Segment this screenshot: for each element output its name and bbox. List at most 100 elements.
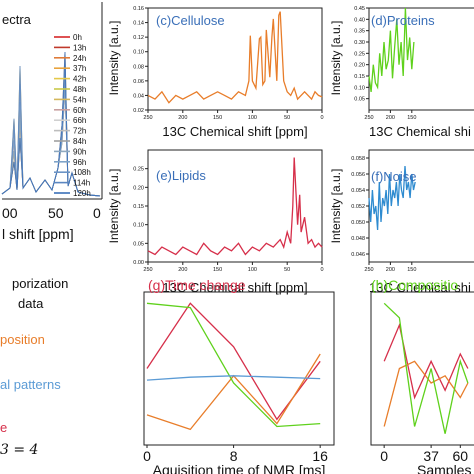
panel-a-legend-label: 108h xyxy=(73,168,91,177)
panel-g-xtick-label: 16 xyxy=(312,448,328,464)
panel-c-ytick-label: 0.04 xyxy=(133,93,144,99)
panel-d-xtick-label: 250 xyxy=(364,115,373,121)
panel-e-xtick-label: 50 xyxy=(284,267,290,273)
panel-g-xtick-label: 8 xyxy=(230,448,238,464)
panel-h-composition: 0 37 60 (h)Compositio Samples xyxy=(370,277,474,474)
panel-c-ytick-label: 0.02 xyxy=(133,108,144,114)
panel-a-xlabel: l shift [ppm] xyxy=(2,226,74,242)
panel-f-ytick-label: 0.050 xyxy=(351,220,365,226)
panel-c-ytick-label: 0.12 xyxy=(133,35,144,41)
panel-e-ytick-label: 0.20 xyxy=(133,185,144,191)
panel-g-series-line xyxy=(146,375,321,381)
panel-e-ytick-label: 0.05 xyxy=(133,241,144,247)
panel-e-xtick-label: 0 xyxy=(320,267,323,273)
panel-e-xlabel: 13C Chemical shift [ppm] xyxy=(162,280,307,295)
panel-e-xtick-label: 100 xyxy=(248,267,257,273)
panel-g-title: (g)Time change xyxy=(148,277,246,293)
panel-d-ytick-label: 0.05 xyxy=(354,97,365,103)
panel-g-frame xyxy=(143,291,335,446)
panel-a-xtick-1: 00 xyxy=(2,205,18,221)
panel-f-ytick-label: 0.052 xyxy=(351,204,365,210)
left-fragment-3: position xyxy=(0,332,45,347)
panel-c-xlabel: 13C Chemical shift [ppm] xyxy=(162,124,307,139)
panel-a-legend-label: 37h xyxy=(73,64,86,73)
panel-f-ytick-label: 0.054 xyxy=(351,188,365,194)
panel-c-xtick-label: 250 xyxy=(143,115,152,121)
panel-a-xtick-2: 50 xyxy=(48,205,64,221)
panel-a-legend-label: 42h xyxy=(73,75,86,84)
panel-g-xlabel: Aquisition time of NMR [ms] xyxy=(153,462,326,474)
left-fragment-2: data xyxy=(18,296,44,311)
panel-a-legend-label: 48h xyxy=(73,85,86,94)
panel-g-xtick-label: 0 xyxy=(143,448,151,464)
panel-a-legend-label: 96h xyxy=(73,158,86,167)
panel-g-series-line xyxy=(146,302,321,421)
panel-f-ytick-label: 0.058 xyxy=(351,156,365,162)
panel-a-legend-label: 120h xyxy=(73,189,91,198)
panel-d-ytick-label: 0.30 xyxy=(354,40,365,46)
panel-a-legend-label: 13h xyxy=(73,43,86,52)
panel-a-legend-label: 60h xyxy=(73,106,86,115)
panel-h-title: (h)Compositio xyxy=(371,277,458,293)
panel-e-xtick-label: 150 xyxy=(213,267,222,273)
panel-d-title: (d)Proteins xyxy=(371,13,435,28)
panel-d-spectrum-line xyxy=(368,7,415,92)
panel-c-ytick-label: 0.06 xyxy=(133,79,144,85)
panel-h-xtick-label: 60 xyxy=(453,448,469,464)
panel-e-ylabel: Intensity [a.u.] xyxy=(107,169,121,244)
panel-a-legend-label: 114h xyxy=(73,179,90,188)
panel-e-ytick-label: 0.25 xyxy=(133,167,144,173)
panel-g-series-line xyxy=(146,353,321,431)
left-fragment-1: porization xyxy=(12,276,68,291)
panel-c-xtick-label: 150 xyxy=(213,115,222,121)
panel-e-ytick-label: 0.15 xyxy=(133,204,144,210)
panel-h-xtick-label: 0 xyxy=(380,448,388,464)
panel-e-ytick-label: 0.00 xyxy=(133,260,144,266)
panel-d-xlabel: 13C Chemical shi xyxy=(369,124,471,139)
panel-d-ytick-label: 0.35 xyxy=(354,29,365,35)
panel-c-xtick-label: 100 xyxy=(248,115,257,121)
panel-h-xlabel: Samples xyxy=(417,462,471,474)
left-text-fragments: porization data position al patterns e 3… xyxy=(0,276,68,458)
panel-c-ytick-label: 0.16 xyxy=(133,6,144,12)
panel-f-title: (f)Noise xyxy=(371,169,417,184)
panel-e-lipids: 0.00 0.05 0.10 0.15 0.20 0.25 250 200 150 100 50 0 (… xyxy=(107,149,324,295)
panel-c-ytick-label: 0.10 xyxy=(133,50,144,56)
panel-a-legend-label: 54h xyxy=(73,95,86,104)
panel-c-xtick-label: 50 xyxy=(284,115,290,121)
panel-g-series-line xyxy=(146,302,321,428)
panel-e-xtick-label: 200 xyxy=(178,267,187,273)
panel-h-frame xyxy=(370,291,474,446)
panel-d-ylabel: Intensity [a.u.] xyxy=(329,21,343,96)
panel-a-legend-label: 0h xyxy=(73,33,82,42)
panel-c-ytick-label: 0.08 xyxy=(133,64,144,70)
panel-f-xtick-label: 250 xyxy=(364,267,373,273)
left-fragment-5: e xyxy=(0,420,7,435)
panel-f-ylabel: Intensity [a.u.] xyxy=(329,169,343,244)
panel-g-time-change: 0 8 16 (g)Time change Aquisition time of NMR… xyxy=(143,277,335,474)
panel-a-legend-label: 84h xyxy=(73,137,86,146)
panel-a-xtick-3: 0 xyxy=(93,205,101,221)
panel-d-xtick-label: 150 xyxy=(407,115,416,121)
panel-f-xtick-label: 200 xyxy=(386,267,395,273)
panel-h-series-line xyxy=(383,302,469,434)
panel-h-series-line xyxy=(383,360,469,427)
panel-c-ytick-label: 0.14 xyxy=(133,21,144,27)
panel-a-legend-label: 24h xyxy=(73,54,86,63)
panel-f-noise: 0.046 0.048 0.050 0.052 0.054 0.056 0.058 250 20… xyxy=(329,149,474,295)
panel-f-spectrum-line xyxy=(368,165,416,231)
panel-a-legend-label: 66h xyxy=(73,116,86,125)
panel-c-xtick-label: 0 xyxy=(320,115,323,121)
panel-e-frame xyxy=(147,149,323,263)
panel-a-spectra xyxy=(1,51,101,197)
panel-e-spectrum-line xyxy=(147,157,323,256)
panel-d-ytick-label: 0.45 xyxy=(354,6,365,12)
panel-h-series-line xyxy=(383,322,469,400)
panel-h-xtick-label: 37 xyxy=(423,448,439,464)
panel-d-ytick-label: 0.15 xyxy=(354,74,365,80)
panel-a-legend-label: 90h xyxy=(73,147,86,156)
panel-c-title: (c)Cellulose xyxy=(156,13,225,28)
panel-e-ytick-label: 0.10 xyxy=(133,223,144,229)
panel-a-spectrum-line xyxy=(1,51,101,197)
